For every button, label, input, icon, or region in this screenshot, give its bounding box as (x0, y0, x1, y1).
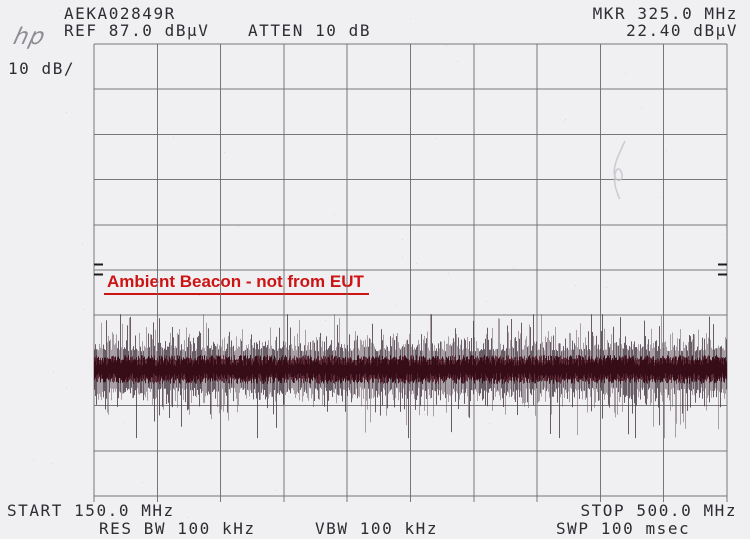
res-bw-label: RES BW 100 kHz (99, 519, 256, 538)
marker-freq-label: MKR 325.0 MHz (592, 4, 738, 23)
stop-freq-label: STOP 500.0 MHz (580, 501, 737, 520)
trace-title: AEKA02849R (64, 4, 176, 23)
ref-level-label: REF 87.0 dBµV (64, 21, 210, 40)
graticule-grid (93, 43, 728, 502)
scan-artifact-squiggle (613, 140, 626, 200)
vbw-label: VBW 100 kHz (315, 519, 439, 538)
edge-tick-marks (94, 263, 727, 276)
start-freq-label: START 150.0 MHz (7, 501, 175, 520)
sweep-label: SWP 100 msec (556, 519, 691, 538)
marker-amp-label: 22.40 dBµV (626, 21, 738, 40)
noise-trace (94, 314, 727, 439)
atten-label: ATTEN 10 dB (248, 21, 372, 40)
scan-dust-specks (33, 10, 723, 518)
scale-label: 10 dB/ (8, 59, 76, 78)
